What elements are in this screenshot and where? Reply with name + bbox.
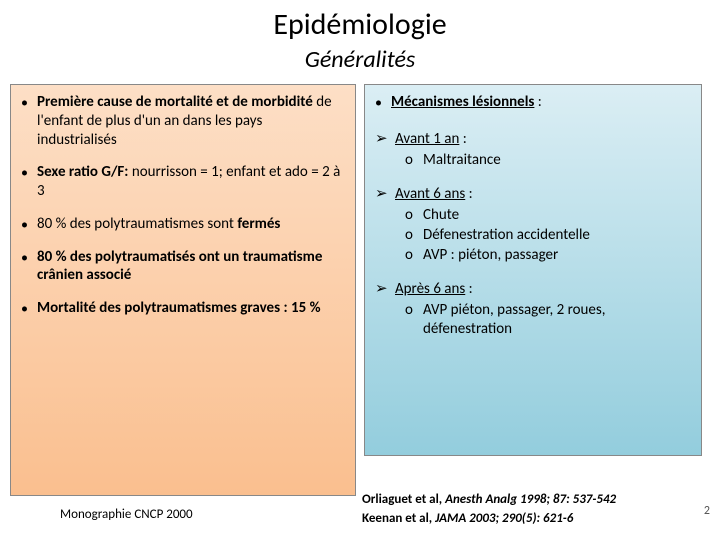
arrow-text: Avant 1 an : xyxy=(395,130,691,149)
list-item: • Mécanismes lésionnels : xyxy=(375,93,691,112)
bullet-text: Première cause de mortalité et de morbid… xyxy=(37,93,345,149)
list-item: • 80 % des polytraumatismes sont fermés xyxy=(21,215,345,234)
circle-icon: o xyxy=(405,301,423,339)
sub-item: o Chute xyxy=(375,206,691,225)
footer-right: Orliaguet et al, Anesth Analg 1998; 87: … xyxy=(362,492,702,530)
arrow-text: Après 6 ans : xyxy=(395,280,691,299)
reference-1: Orliaguet et al, Anesth Analg 1998; 87: … xyxy=(362,492,702,507)
circle-icon: o xyxy=(405,246,423,265)
sub-item: o AVP : piéton, passager xyxy=(375,246,691,265)
slide-subtitle: Généralités xyxy=(0,45,720,74)
bullet-icon: • xyxy=(21,215,37,234)
footer-left: Monographie CNCP 2000 xyxy=(60,507,193,522)
columns: • Première cause de mortalité et de morb… xyxy=(0,78,720,496)
list-item: • 80 % des polytraumatisés ont un trauma… xyxy=(21,248,345,286)
arrow-item: ➢ Avant 6 ans : xyxy=(375,185,691,204)
bullet-icon: • xyxy=(21,163,37,201)
bullet-icon: • xyxy=(21,299,37,318)
bullet-icon: • xyxy=(21,248,37,286)
arrow-icon: ➢ xyxy=(375,185,395,204)
title-block: Epidémiologie Généralités xyxy=(0,0,720,78)
bullet-icon: • xyxy=(21,93,37,149)
circle-icon: o xyxy=(405,226,423,245)
sub-item: o AVP piéton, passager, 2 roues, défenes… xyxy=(375,301,691,339)
sub-item: o Défenestration accidentelle xyxy=(375,226,691,245)
circle-icon: o xyxy=(405,151,423,170)
page-number: 2 xyxy=(704,504,710,518)
bullet-icon: • xyxy=(375,93,391,112)
left-column: • Première cause de mortalité et de morb… xyxy=(10,84,356,496)
sub-text: Défenestration accidentelle xyxy=(423,226,691,245)
group-avant-1-an: ➢ Avant 1 an : o Maltraitance xyxy=(375,130,691,170)
arrow-icon: ➢ xyxy=(375,130,395,149)
slide-title: Epidémiologie xyxy=(0,6,720,43)
sub-text: AVP : piéton, passager xyxy=(423,246,691,265)
list-item: • Sexe ratio G/F: nourrisson = 1; enfant… xyxy=(21,163,345,201)
bullet-text: Sexe ratio G/F: nourrisson = 1; enfant e… xyxy=(37,163,345,201)
reference-2: Keenan et al, JAMA 2003; 290(5): 621-6 xyxy=(362,511,702,526)
bullet-text: 80 % des polytraumatisés ont un traumati… xyxy=(37,248,345,286)
sub-text: Chute xyxy=(423,206,691,225)
sub-text: Maltraitance xyxy=(423,151,691,170)
bullet-text: Mortalité des polytraumatismes graves : … xyxy=(37,299,345,318)
arrow-item: ➢ Après 6 ans : xyxy=(375,280,691,299)
right-column: • Mécanismes lésionnels : ➢ Avant 1 an :… xyxy=(364,84,702,456)
group-apres-6-ans: ➢ Après 6 ans : o AVP piéton, passager, … xyxy=(375,280,691,338)
sub-item: o Maltraitance xyxy=(375,151,691,170)
arrow-item: ➢ Avant 1 an : xyxy=(375,130,691,149)
arrow-icon: ➢ xyxy=(375,280,395,299)
sub-text: AVP piéton, passager, 2 roues, défenestr… xyxy=(423,301,691,339)
list-item: • Première cause de mortalité et de morb… xyxy=(21,93,345,149)
list-item: • Mortalité des polytraumatismes graves … xyxy=(21,299,345,318)
bullet-text: 80 % des polytraumatismes sont fermés xyxy=(37,215,345,234)
group-avant-6-ans: ➢ Avant 6 ans : o Chute o Défenestration… xyxy=(375,185,691,264)
arrow-text: Avant 6 ans : xyxy=(395,185,691,204)
bullet-text: Mécanismes lésionnels : xyxy=(391,93,691,112)
circle-icon: o xyxy=(405,206,423,225)
